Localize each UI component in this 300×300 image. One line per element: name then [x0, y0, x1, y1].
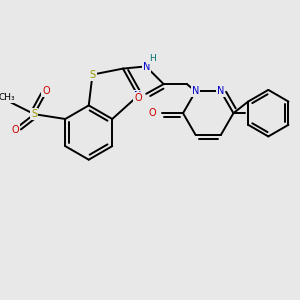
Text: O: O — [11, 125, 19, 135]
Text: N: N — [192, 86, 199, 96]
Text: N: N — [217, 86, 224, 96]
Text: N: N — [134, 91, 142, 101]
Text: O: O — [135, 93, 142, 103]
Text: O: O — [148, 108, 156, 118]
Text: N: N — [142, 62, 150, 72]
Text: H: H — [149, 54, 155, 63]
Text: S: S — [89, 70, 95, 80]
Text: CH₃: CH₃ — [0, 93, 15, 102]
Text: S: S — [31, 109, 37, 119]
Text: O: O — [42, 86, 50, 96]
